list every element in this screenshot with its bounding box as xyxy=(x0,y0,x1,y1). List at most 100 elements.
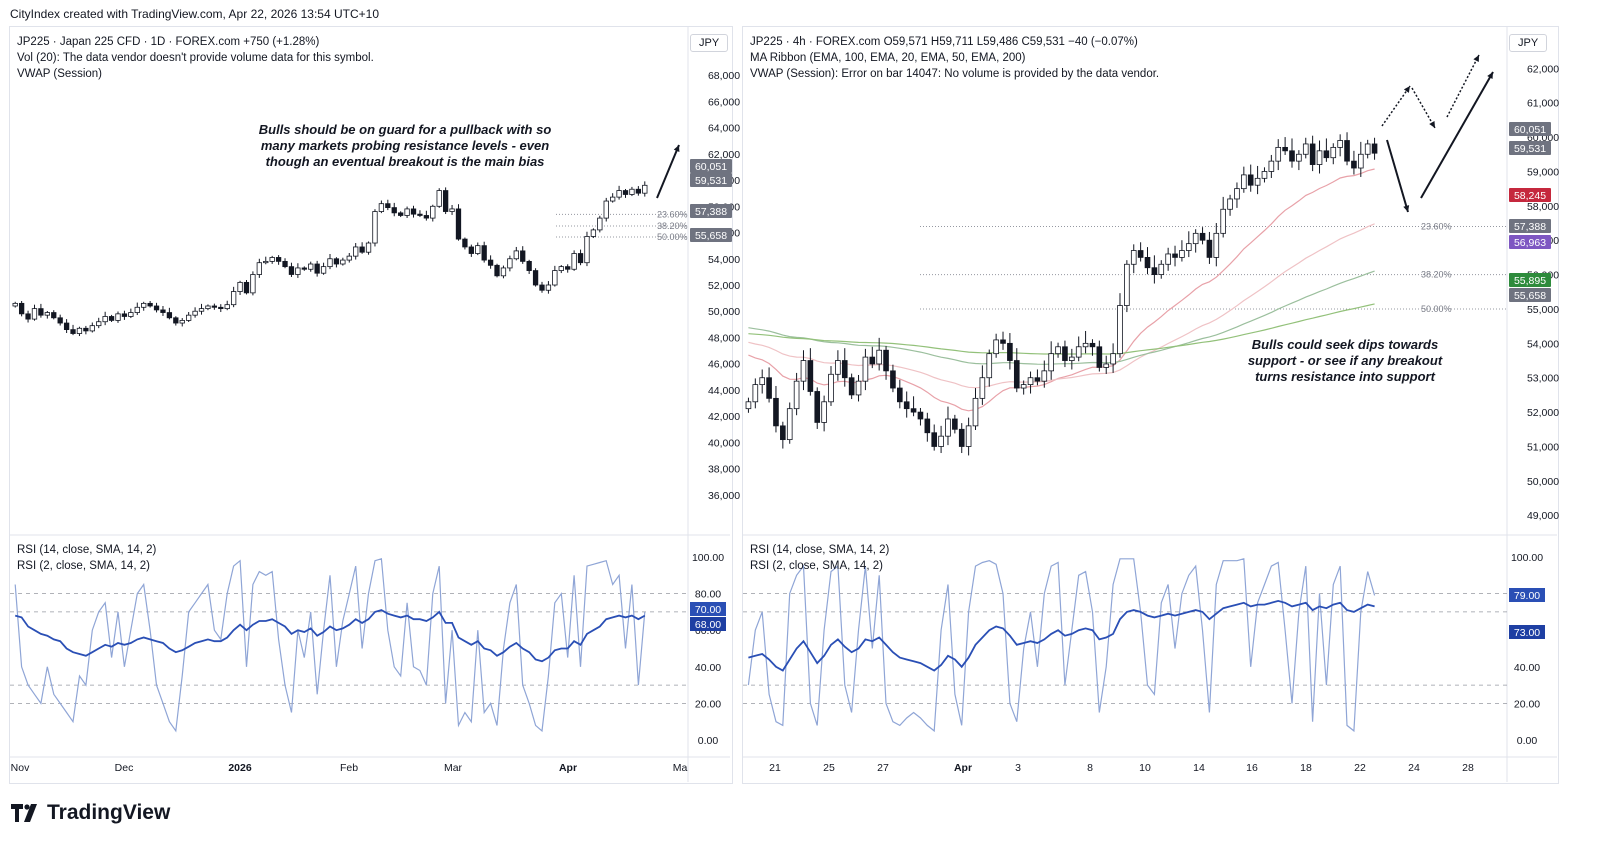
right-candle-body xyxy=(1013,360,1020,389)
left-fib-label-0: 23.60% xyxy=(657,209,688,219)
right-candle-body xyxy=(1144,257,1151,269)
left-price-badge-2 xyxy=(690,204,732,218)
left-currency-label[interactable]: JPY xyxy=(690,34,729,52)
left-candle-body xyxy=(423,215,430,219)
left-candle-body xyxy=(603,200,609,219)
left-annotation: Bulls should be on guard for a pullback … xyxy=(258,122,552,169)
right-candle-body xyxy=(931,432,938,447)
left-x-tick-6: Ma xyxy=(673,762,688,774)
right-rsi2-legend: RSI (2, close, SMA, 14, 2) xyxy=(750,560,883,572)
left-candle-body xyxy=(642,184,648,194)
right-candle-body xyxy=(1041,370,1048,382)
right-currency-label[interactable]: JPY xyxy=(1509,34,1548,52)
right-rsi14-line xyxy=(748,599,1375,672)
left-rsi-badge-1 xyxy=(690,617,726,631)
right-candle-body xyxy=(1027,377,1034,386)
right-candle-body xyxy=(952,418,958,430)
right-ema-50-line xyxy=(748,223,1375,389)
left-x-tick-5: Apr xyxy=(559,762,577,774)
right-arrowhead-3 xyxy=(1429,121,1435,128)
right-candle-body xyxy=(1124,263,1130,306)
left-arrowhead-0 xyxy=(673,145,680,152)
right-candle-body xyxy=(1227,198,1233,210)
right-price-badge-label-3: 57,388 xyxy=(1514,221,1546,233)
right-candle-body xyxy=(1220,208,1226,234)
right-candle-body xyxy=(773,397,779,427)
right-price-badge-label-5: 55,895 xyxy=(1514,275,1546,287)
left-candle-body xyxy=(63,322,70,330)
right-x-tick-0: 21 xyxy=(769,762,781,774)
left-candle-body xyxy=(622,190,629,195)
left-y-tick-8: 52,000 xyxy=(708,280,740,292)
left-candle-body xyxy=(301,267,307,270)
left-candle-body xyxy=(442,190,449,212)
left-candle-body xyxy=(417,213,423,216)
left-candle-body xyxy=(282,260,288,268)
right-candle-body xyxy=(1172,253,1178,258)
left-rsi-badge-0 xyxy=(690,602,726,616)
right-ema-200-line xyxy=(748,303,1375,355)
right-y-tick-6: 55,000 xyxy=(1527,304,1559,316)
right-fib-label-0: 23.60% xyxy=(1421,221,1452,231)
right-candle-body xyxy=(1282,146,1288,152)
left-candle-body xyxy=(404,208,410,216)
right-arrow-4 xyxy=(1446,54,1480,118)
right-candle-body xyxy=(759,377,766,386)
right-candle-body xyxy=(1000,339,1006,344)
right-candle-body xyxy=(1254,177,1261,186)
right-rsi-badge-label-0: 79.00 xyxy=(1514,590,1540,602)
left-candle-body xyxy=(275,257,282,262)
right-rsi-tick-4: 20.00 xyxy=(1514,698,1540,710)
right-candle-body xyxy=(972,397,979,427)
right-legend-line-1: JP225 · 4h · FOREX.com O59,571 H59,711 L… xyxy=(750,36,1138,48)
left-candle-body xyxy=(616,190,622,198)
right-candle-body xyxy=(1075,346,1082,358)
right-candle-body xyxy=(1213,232,1220,258)
right-candle-body xyxy=(883,349,889,372)
right-x-tick-9: 18 xyxy=(1300,762,1312,774)
left-candle-body xyxy=(160,309,166,313)
right-price-badge-label-6: 55,658 xyxy=(1514,290,1546,302)
right-candle-body xyxy=(1192,232,1199,245)
left-candle-body xyxy=(455,208,462,240)
left-y-tick-5: 46,000 xyxy=(708,359,740,371)
right-candle-body xyxy=(1241,174,1247,190)
right-arrowhead-0 xyxy=(1403,205,1410,212)
left-fib-label-2: 50.00% xyxy=(657,232,688,242)
left-candle-body xyxy=(359,246,365,253)
left-candle-body xyxy=(18,302,25,315)
left-candle-body xyxy=(31,308,38,320)
left-candle-body xyxy=(462,238,468,248)
right-candle-body xyxy=(869,356,876,365)
right-x-tick-11: 24 xyxy=(1408,762,1420,774)
right-fib-label-1: 38.20% xyxy=(1421,270,1452,280)
right-y-tick-10: 59,000 xyxy=(1527,166,1559,178)
left-price-badge-1 xyxy=(690,173,732,187)
right-candle-body xyxy=(1364,143,1371,155)
left-candle-body xyxy=(346,255,352,261)
right-candle-body xyxy=(1296,153,1302,162)
left-candle-body xyxy=(205,305,211,310)
right-candle-body xyxy=(924,418,931,434)
right-x-tick-6: 10 xyxy=(1139,762,1151,774)
right-price-badge-1 xyxy=(1509,141,1551,155)
left-candle-body xyxy=(198,308,205,312)
right-price-badge-label-1: 59,531 xyxy=(1514,143,1546,155)
left-candle-body xyxy=(102,316,108,323)
tradingview-logo[interactable]: TradingView xyxy=(11,801,170,825)
left-candle-body xyxy=(353,246,359,257)
left-rsi-tick-4: 20.00 xyxy=(695,698,721,710)
right-candle-body xyxy=(1357,153,1364,169)
right-y-tick-1: 50,000 xyxy=(1527,476,1559,488)
right-candle-body xyxy=(1206,239,1213,258)
left-candle-body xyxy=(494,264,500,277)
right-candle-body xyxy=(793,380,800,410)
left-candle-body xyxy=(288,266,295,275)
right-price-badge-0 xyxy=(1509,122,1551,136)
right-x-tick-7: 14 xyxy=(1193,762,1205,774)
right-candle-body xyxy=(807,360,814,392)
right-candle-body xyxy=(855,380,862,396)
left-candle-body xyxy=(89,325,95,332)
left-rsi-badge-label-0: 70.00 xyxy=(695,604,721,616)
right-price-badge-label-0: 60,051 xyxy=(1514,124,1546,136)
